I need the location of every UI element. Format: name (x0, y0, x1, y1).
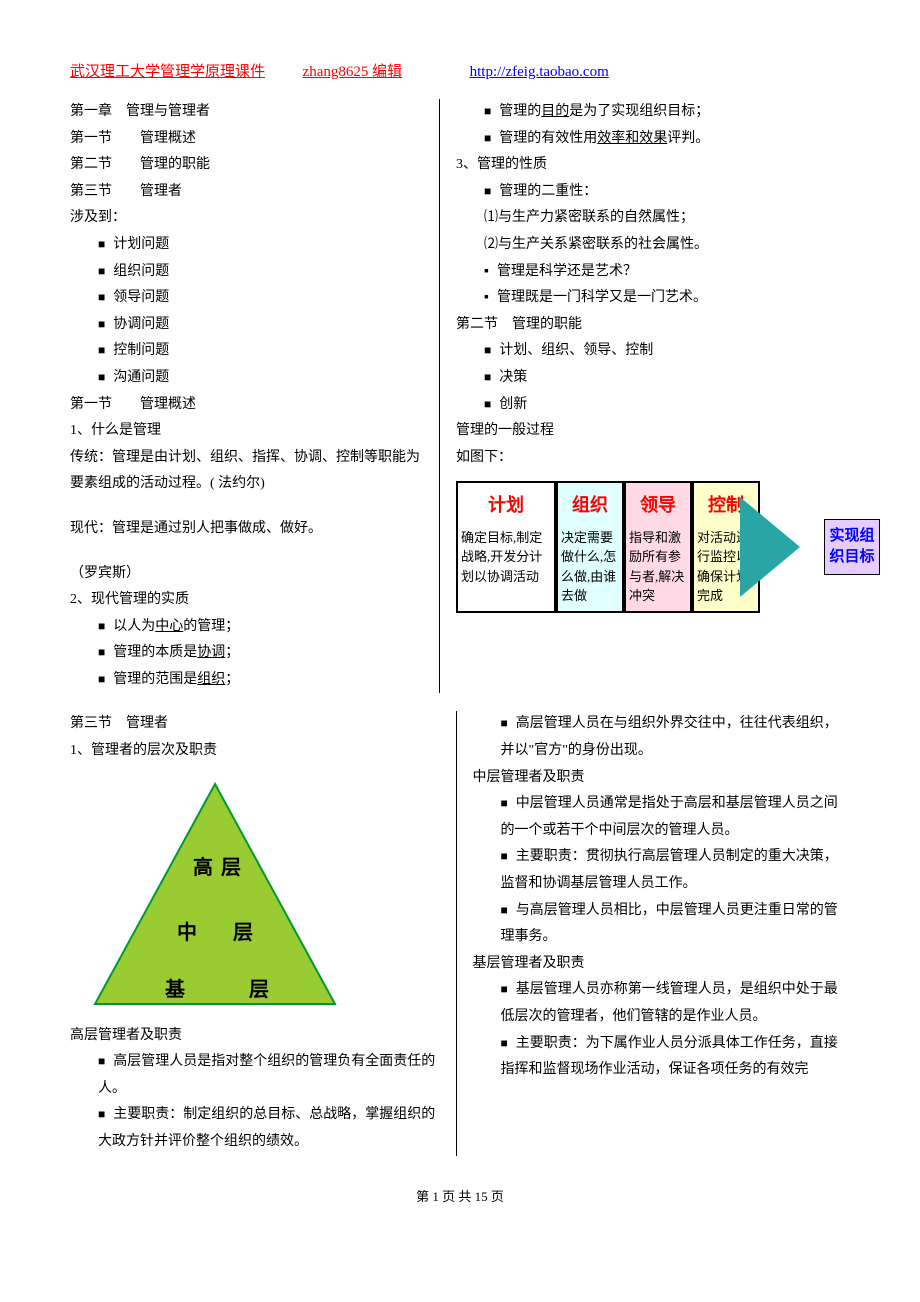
header-url[interactable]: http://zfeig.taobao.com (470, 64, 609, 80)
bottom-section: 第三节 管理者 1、管理者的层次及职责 高层 中 层 基 层 高层管理者及职责 … (70, 711, 850, 1155)
list-item: 创新 (456, 392, 850, 419)
list-item: 与高层管理人员相比，中层管理人员更注重日常的管理事务。 (473, 898, 851, 951)
bottom-left-col: 第三节 管理者 1、管理者的层次及职责 高层 中 层 基 层 高层管理者及职责 … (70, 711, 457, 1155)
list-item: 决策 (456, 365, 850, 392)
flow-box-organize: 组织 决定需要做什么,怎么做,由谁去做 (556, 481, 624, 612)
section-title: 第一节 管理概述 (70, 392, 431, 419)
section-title: 第二节 管理的职能 (456, 312, 850, 339)
list-item: 组织问题 (70, 259, 431, 286)
list-item: 高层管理人员在与组织外界交往中，往往代表组织，并以"官方"的身份出现。 (473, 711, 851, 764)
header-title: 武汉理工大学管理学原理课件 (70, 64, 265, 80)
heading: 1、管理者的层次及职责 (70, 738, 448, 765)
pyramid-label: 中 层 (177, 914, 261, 952)
management-process-flowchart: 计划 确定目标,制定战略,开发分计划以协调活动 组织 决定需要做什么,怎么做,由… (456, 481, 850, 612)
heading: 1、什么是管理 (70, 418, 431, 445)
section-line: 第一节 管理概述 (70, 126, 431, 153)
chapter-title: 第一章 管理与管理者 (70, 99, 431, 126)
flow-output: 实现组织目标 (824, 519, 880, 575)
list-item: 主要职责：贯彻执行高层管理人员制定的重大决策，监督和协调基层管理人员工作。 (473, 844, 851, 897)
list-item: 计划问题 (70, 232, 431, 259)
pyramid-label: 基 层 (165, 971, 277, 1009)
list-item: 管理的本质是协调； (70, 640, 431, 667)
involves-label: 涉及到： (70, 205, 431, 232)
flow-arrow: 实现组织目标 (760, 481, 850, 612)
list-item: 管理是科学还是艺术？ (456, 259, 850, 286)
heading: 基层管理者及职责 (473, 951, 851, 978)
top-right-col: 管理的目的是为了实现组织目标； 管理的有效性用效率和效果评判。 3、管理的性质 … (450, 99, 850, 693)
bottom-right-col: 高层管理人员在与组织外界交往中，往往代表组织，并以"官方"的身份出现。 中层管理… (467, 711, 851, 1155)
heading: 3、管理的性质 (456, 152, 850, 179)
list-item: 基层管理人员亦称第一线管理人员，是组织中处于最低层次的管理者，他们管辖的是作业人… (473, 977, 851, 1030)
top-left-col: 第一章 管理与管理者 第一节 管理概述 第二节 管理的职能 第三节 管理者 涉及… (70, 99, 440, 693)
list-item: 中层管理人员通常是指处于高层和基层管理人员之间的一个或若干个中间层次的管理人员。 (473, 791, 851, 844)
manager-pyramid: 高层 中 层 基 层 (90, 779, 340, 1009)
flow-box-plan: 计划 确定目标,制定战略,开发分计划以协调活动 (456, 481, 556, 612)
section-line: 第三节 管理者 (70, 179, 431, 206)
label: 如图下： (456, 445, 850, 472)
list-item: 管理的范围是组织； (70, 667, 431, 694)
list-item: 沟通问题 (70, 365, 431, 392)
pyramid-label: 高层 (193, 849, 249, 887)
heading: 高层管理者及职责 (70, 1023, 448, 1050)
list-item: 以人为中心的管理； (70, 614, 431, 641)
list-item: 主要职责：为下属作业人员分派具体工作任务，直接指挥和监督现场作业活动，保证各项任… (473, 1031, 851, 1084)
section-title: 第三节 管理者 (70, 711, 448, 738)
paragraph: （罗宾斯） (70, 561, 431, 588)
heading: 2、现代管理的实质 (70, 587, 431, 614)
list-item: 管理的目的是为了实现组织目标； (456, 99, 850, 126)
list-item: 领导问题 (70, 285, 431, 312)
list-item: 协调问题 (70, 312, 431, 339)
heading: 管理的一般过程 (456, 418, 850, 445)
list-item: 管理既是一门科学又是一门艺术。 (456, 285, 850, 312)
list-item: 管理的二重性： (456, 179, 850, 206)
page-footer: 第 1 页 共 15 页 (70, 1186, 850, 1205)
flow-box-lead: 领导 指导和激励所有参与者,解决冲突 (624, 481, 692, 612)
sub-item: ⑴与生产力紧密联系的自然属性； (456, 205, 850, 232)
list-item: 计划、组织、领导、控制 (456, 338, 850, 365)
sub-item: ⑵与生产关系紧密联系的社会属性。 (456, 232, 850, 259)
section-line: 第二节 管理的职能 (70, 152, 431, 179)
list-item: 高层管理人员是指对整个组织的管理负有全面责任的人。 (70, 1049, 448, 1102)
header-editor: zhang8625 编辑 (303, 64, 403, 80)
paragraph: 现代：管理是通过别人把事做成、做好。 (70, 516, 431, 543)
list-item: 控制问题 (70, 338, 431, 365)
page-header: 武汉理工大学管理学原理课件 zhang8625 编辑 http://zfeig.… (70, 60, 850, 81)
heading: 中层管理者及职责 (473, 765, 851, 792)
list-item: 管理的有效性用效率和效果评判。 (456, 126, 850, 153)
top-section: 第一章 管理与管理者 第一节 管理概述 第二节 管理的职能 第三节 管理者 涉及… (70, 99, 850, 693)
list-item: 主要职责：制定组织的总目标、总战略，掌握组织的大政方针并评价整个组织的绩效。 (70, 1102, 448, 1155)
paragraph: 传统：管理是由计划、组织、指挥、协调、控制等职能为要素组成的活动过程。( 法约尔… (70, 445, 431, 498)
